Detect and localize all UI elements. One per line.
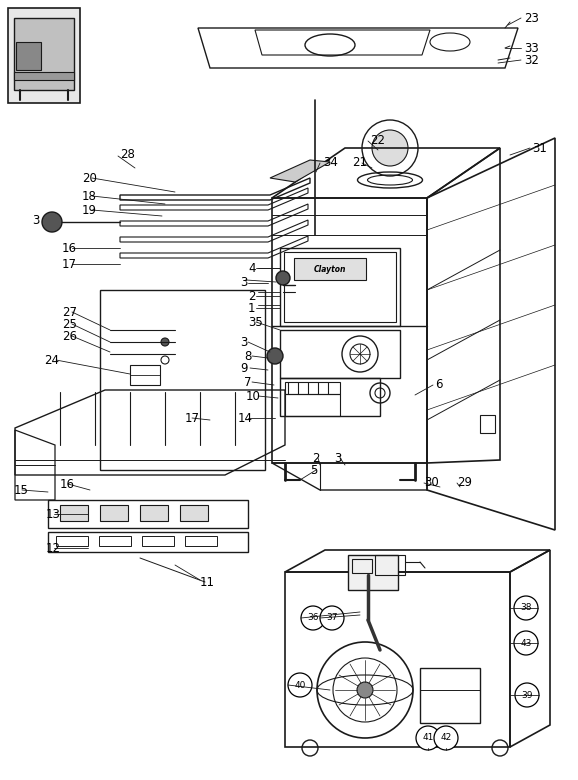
Text: 16: 16 xyxy=(60,477,75,491)
Bar xyxy=(8,8,80,103)
Text: 37: 37 xyxy=(326,614,338,622)
Circle shape xyxy=(320,606,344,630)
Circle shape xyxy=(161,338,169,346)
Text: 3: 3 xyxy=(334,452,342,465)
Bar xyxy=(130,365,160,385)
Bar xyxy=(280,378,380,416)
Text: 31: 31 xyxy=(532,141,547,154)
Text: 33: 33 xyxy=(524,41,539,55)
Text: 3: 3 xyxy=(32,214,39,226)
Circle shape xyxy=(434,726,458,750)
Bar xyxy=(285,394,340,416)
Text: 12: 12 xyxy=(46,541,61,555)
Bar xyxy=(48,532,248,552)
Text: 8: 8 xyxy=(244,349,251,363)
Text: 40: 40 xyxy=(294,680,306,690)
Text: 1: 1 xyxy=(248,302,255,314)
Bar xyxy=(14,18,74,90)
Circle shape xyxy=(514,631,538,655)
Circle shape xyxy=(288,673,312,697)
Polygon shape xyxy=(270,160,330,182)
Bar xyxy=(294,258,366,280)
Bar xyxy=(284,252,396,322)
Text: 28: 28 xyxy=(120,148,135,161)
Text: 21: 21 xyxy=(352,155,367,168)
Circle shape xyxy=(301,606,325,630)
Text: 15: 15 xyxy=(14,484,29,497)
Bar xyxy=(420,668,480,723)
Bar xyxy=(60,505,88,521)
Text: 11: 11 xyxy=(200,576,215,588)
Text: 14: 14 xyxy=(238,412,253,424)
Circle shape xyxy=(514,596,538,620)
Text: 13: 13 xyxy=(46,508,61,520)
Text: 2: 2 xyxy=(312,452,320,465)
Text: 6: 6 xyxy=(435,378,443,392)
Bar xyxy=(142,536,174,546)
Text: 34: 34 xyxy=(323,155,338,168)
Text: 38: 38 xyxy=(520,604,532,612)
Bar xyxy=(185,536,217,546)
Bar xyxy=(480,415,495,433)
Text: 25: 25 xyxy=(62,317,77,331)
Text: 19: 19 xyxy=(82,204,97,217)
Text: 35: 35 xyxy=(248,315,263,328)
Bar xyxy=(180,505,208,521)
Bar xyxy=(140,505,168,521)
Text: 5: 5 xyxy=(310,463,317,477)
Text: 10: 10 xyxy=(246,389,261,402)
Bar xyxy=(280,330,400,378)
Bar xyxy=(375,555,405,575)
Text: 18: 18 xyxy=(82,190,97,203)
Text: 2: 2 xyxy=(248,289,255,303)
Text: 27: 27 xyxy=(62,306,77,318)
Circle shape xyxy=(276,271,290,285)
Bar xyxy=(48,500,248,528)
Text: 26: 26 xyxy=(62,329,77,342)
Circle shape xyxy=(42,212,62,232)
Circle shape xyxy=(372,130,408,166)
Circle shape xyxy=(416,726,440,750)
Bar xyxy=(56,536,88,546)
Text: 39: 39 xyxy=(521,690,533,700)
Text: 29: 29 xyxy=(457,476,472,488)
Bar xyxy=(272,198,427,463)
Text: Clayton: Clayton xyxy=(314,265,346,275)
Text: 36: 36 xyxy=(307,614,318,622)
Text: 16: 16 xyxy=(62,242,77,254)
Circle shape xyxy=(515,683,539,707)
Text: 22: 22 xyxy=(370,133,385,147)
Text: 17: 17 xyxy=(62,257,77,271)
Text: 43: 43 xyxy=(520,639,532,647)
Text: 24: 24 xyxy=(44,353,59,367)
Text: 7: 7 xyxy=(244,375,251,388)
Bar xyxy=(280,248,400,326)
Text: 30: 30 xyxy=(424,476,439,488)
Text: 20: 20 xyxy=(82,172,97,185)
Circle shape xyxy=(357,682,373,698)
Text: 17: 17 xyxy=(185,412,200,424)
Text: 4: 4 xyxy=(248,261,255,275)
Text: 9: 9 xyxy=(240,361,247,374)
Text: 3: 3 xyxy=(240,335,247,349)
Bar xyxy=(99,536,131,546)
Text: 23: 23 xyxy=(524,12,539,24)
Text: 32: 32 xyxy=(524,54,539,66)
Text: 3: 3 xyxy=(240,276,247,289)
Text: 41: 41 xyxy=(423,733,434,743)
Bar xyxy=(348,555,398,590)
Bar xyxy=(285,572,510,747)
Text: 42: 42 xyxy=(440,733,451,743)
Bar xyxy=(100,505,128,521)
Bar xyxy=(352,559,372,573)
Circle shape xyxy=(267,348,283,364)
Bar xyxy=(16,42,41,70)
Bar xyxy=(14,72,74,80)
Bar xyxy=(285,382,340,394)
